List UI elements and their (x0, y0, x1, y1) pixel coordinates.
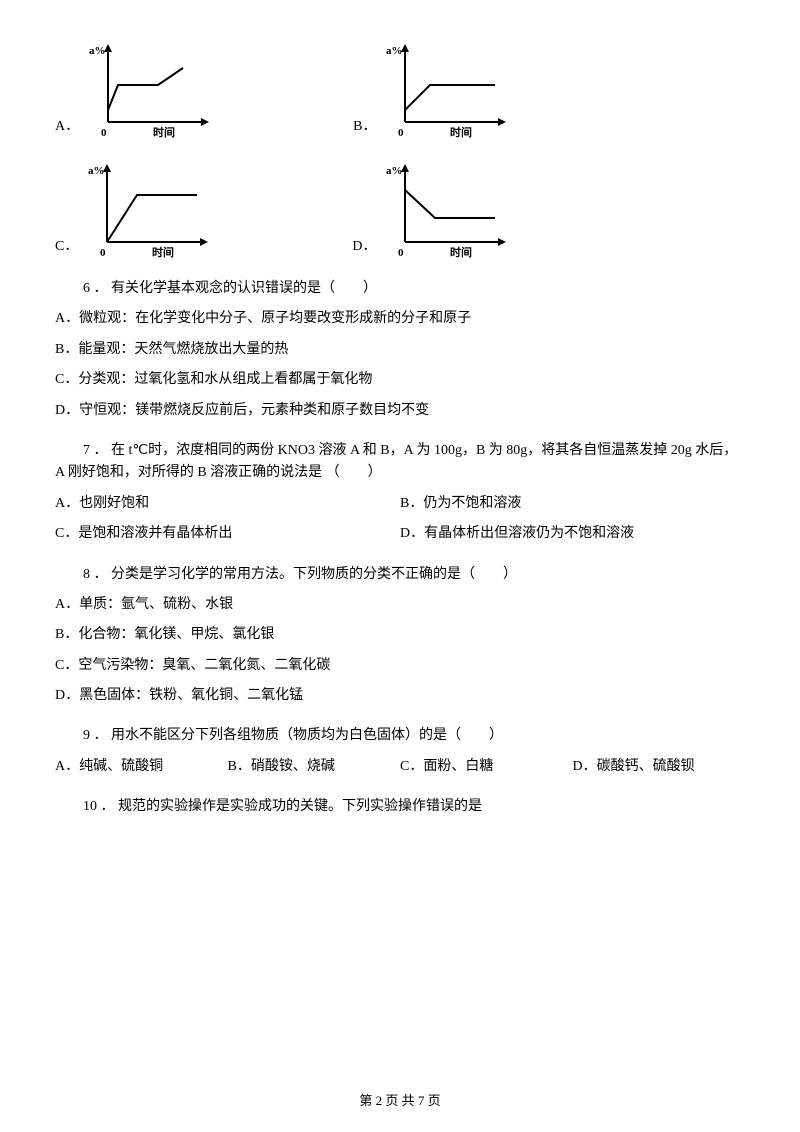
chart-option-d: D． a% 0 时间 (352, 160, 510, 260)
q8-opt-d: D．黑色固体：铁粉、氧化铜、二氧化锰 (55, 685, 745, 707)
q7-opt-d: D．有晶体析出但溶液仍为不饱和溶液 (400, 523, 745, 545)
q9-opt-c: C．面粉、白糖 (400, 756, 573, 778)
svg-text:时间: 时间 (450, 245, 472, 259)
chart-svg-c: a% 0 时间 (82, 160, 212, 260)
svg-text:a%: a% (386, 165, 403, 177)
svg-text:a%: a% (386, 45, 403, 57)
q8-opt-a: A．单质：氩气、硫粉、水银 (55, 594, 745, 616)
chart-label-d: D． (352, 236, 376, 258)
chart-option-b: B． a% 0 时间 (353, 40, 510, 140)
svg-text:a%: a% (89, 45, 106, 57)
chart-option-a: A． a% 0 时间 (55, 40, 213, 140)
q7-opt-b: B．仍为不饱和溶液 (400, 493, 745, 515)
q7-row1: A．也刚好饱和 B．仍为不饱和溶液 (55, 493, 745, 515)
q7-opt-a: A．也刚好饱和 (55, 493, 400, 515)
chart-option-c: C． a% 0 时间 (55, 160, 212, 260)
chart-svg-a: a% 0 时间 (83, 40, 213, 140)
svg-text:时间: 时间 (450, 125, 472, 139)
svg-text:a%: a% (88, 165, 105, 177)
svg-text:0: 0 (101, 127, 107, 139)
q9-opt-b: B．硝酸铵、烧碱 (228, 756, 401, 778)
q7-stem: 7 ． 在 t℃时，浓度相同的两份 KNO3 溶液 A 和 B，A 为 100g… (55, 440, 745, 485)
q9-opt-a: A．纯碱、硫酸铜 (55, 756, 228, 778)
q6-stem: 6 ． 有关化学基本观念的认识错误的是（ ） (55, 278, 745, 300)
q6-opt-d: D．守恒观：镁带燃烧反应前后，元素种类和原子数目均不变 (55, 400, 745, 422)
svg-text:时间: 时间 (153, 125, 175, 139)
q8-opt-b: B．化合物：氧化镁、甲烷、氯化银 (55, 624, 745, 646)
q6-opt-a: A．微粒观：在化学变化中分子、原子均要改变形成新的分子和原子 (55, 308, 745, 330)
q7-row2: C．是饱和溶液并有晶体析出 D．有晶体析出但溶液仍为不饱和溶液 (55, 523, 745, 545)
q10-stem: 10 ． 规范的实验操作是实验成功的关键。下列实验操作错误的是 (55, 796, 745, 818)
q6-opt-c: C．分类观：过氧化氢和水从组成上看都属于氧化物 (55, 369, 745, 391)
svg-text:0: 0 (398, 247, 404, 259)
chart-svg-d: a% 0 时间 (380, 160, 510, 260)
chart-svg-b: a% 0 时间 (380, 40, 510, 140)
q8-stem: 8 ． 分类是学习化学的常用方法。下列物质的分类不正确的是（ ） (55, 564, 745, 586)
q9-row: A．纯碱、硫酸铜 B．硝酸铵、烧碱 C．面粉、白糖 D．碳酸钙、硫酸钡 (55, 756, 745, 778)
chart-row-1: A． a% 0 时间 B． a% 0 时间 (55, 40, 745, 140)
q8-opt-c: C．空气污染物：臭氧、二氧化氮、二氧化碳 (55, 655, 745, 677)
svg-text:0: 0 (100, 247, 106, 259)
q6-opt-b: B．能量观：天然气燃烧放出大量的热 (55, 339, 745, 361)
q9-stem: 9 ． 用水不能区分下列各组物质（物质均为白色固体）的是（ ） (55, 725, 745, 747)
page-footer: 第 2 页 共 7 页 (0, 1091, 800, 1112)
svg-text:时间: 时间 (152, 245, 174, 259)
q9-opt-d: D．碳酸钙、硫酸钡 (573, 756, 746, 778)
svg-text:0: 0 (398, 127, 404, 139)
chart-label-a: A． (55, 116, 79, 138)
chart-label-b: B． (353, 116, 376, 138)
chart-label-c: C． (55, 236, 78, 258)
chart-row-2: C． a% 0 时间 D． a% 0 时间 (55, 160, 745, 260)
q7-opt-c: C．是饱和溶液并有晶体析出 (55, 523, 400, 545)
